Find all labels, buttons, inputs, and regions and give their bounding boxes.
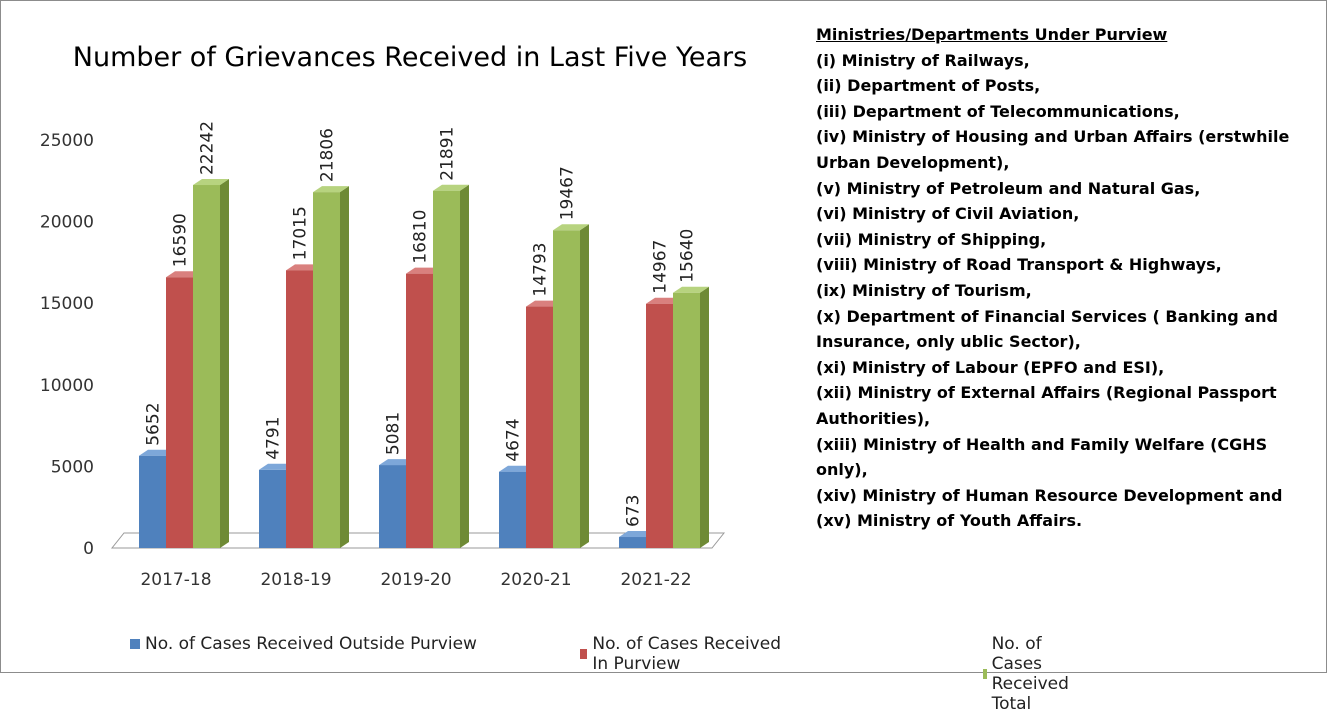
- bar: [406, 273, 433, 548]
- legend-item-total: No. of Cases Received Total: [983, 634, 1075, 714]
- bar-side: [580, 224, 589, 548]
- ministry-line: (ii) Department of Posts,: [816, 76, 1041, 96]
- data-label: 673: [624, 495, 644, 527]
- legend-item-in-purview: No. of Cases Received In Purview: [580, 634, 800, 674]
- data-label: 17015: [291, 206, 311, 260]
- ministry-line: (xiv) Ministry of Human Resource Develop…: [816, 485, 1283, 505]
- ministry-line: (ix) Ministry of Tourism,: [816, 280, 1032, 300]
- x-tick-label: 2017-18: [140, 570, 211, 590]
- ministry-line: (i) Ministry of Railways,: [816, 50, 1030, 70]
- bar: [286, 270, 313, 548]
- bar: [553, 230, 580, 548]
- ministry-line: (x) Department of Financial Services ( B…: [816, 306, 1278, 352]
- bar-top: [313, 186, 349, 193]
- y-tick-label: 5000: [51, 457, 94, 477]
- bar-side: [460, 184, 469, 548]
- bar: [433, 190, 460, 548]
- bar-top: [553, 224, 589, 231]
- y-tick-label: 25000: [40, 131, 94, 151]
- bar-top: [433, 184, 469, 191]
- legend-swatch-in-purview: [580, 649, 588, 659]
- bar: [166, 277, 193, 548]
- bar-side: [340, 186, 349, 548]
- ministry-line: (xv) Ministry of Youth Affairs.: [816, 511, 1083, 531]
- data-label: 16590: [171, 213, 191, 267]
- bar: [313, 192, 340, 548]
- data-label: 14793: [531, 242, 551, 296]
- ministry-line: (vi) Ministry of Civil Aviation,: [816, 204, 1080, 224]
- bar-chart: 0 5000 10000 15000 20000 25000 2017-18 2018-19 2…: [40, 121, 726, 590]
- legend-label-total: No. of Cases Received Total: [991, 634, 1069, 714]
- ministry-line: (iii) Department of Telecommunications,: [816, 101, 1180, 121]
- data-label: 4791: [264, 417, 284, 460]
- data-label: 19467: [558, 166, 578, 220]
- y-tick-label: 15000: [40, 294, 94, 314]
- ministry-line: (v) Ministry of Petroleum and Natural Ga…: [816, 178, 1201, 198]
- ministry-line: (vii) Ministry of Shipping,: [816, 229, 1047, 249]
- bar: [526, 306, 553, 548]
- chart-legend: No. of Cases Received Outside Purview No…: [0, 634, 1069, 714]
- y-tick-label: 10000: [40, 376, 94, 396]
- ministry-line: (viii) Ministry of Road Transport & High…: [816, 255, 1222, 275]
- bar: [259, 469, 286, 548]
- bar: [379, 465, 406, 548]
- bar-top: [193, 179, 229, 186]
- data-label: 5652: [144, 402, 164, 445]
- legend-swatch-outside: [130, 639, 140, 649]
- data-label: 15640: [678, 229, 698, 283]
- legend-label-in-purview: No. of Cases Received In Purview: [592, 634, 781, 674]
- bar-side: [700, 286, 709, 548]
- bar: [193, 185, 220, 548]
- x-tick-label: 2020-21: [500, 570, 571, 590]
- x-tick-label: 2021-22: [620, 570, 691, 590]
- data-label: 21806: [318, 128, 338, 182]
- bar: [499, 471, 526, 548]
- data-label: 16810: [411, 210, 431, 264]
- y-tick-label: 20000: [40, 213, 94, 233]
- ministries-panel: Ministries/Departments Under Purview (i)…: [816, 22, 1316, 534]
- data-label: 5081: [384, 412, 404, 455]
- x-tick-label: 2018-19: [260, 570, 331, 590]
- ministry-line: (xiii) Ministry of Health and Family Wel…: [816, 434, 1268, 480]
- y-tick-label: 0: [83, 539, 94, 559]
- legend-label-outside: No. of Cases Received Outside Purview: [145, 634, 477, 654]
- bar-top: [673, 286, 709, 293]
- ministries-heading: Ministries/Departments Under Purview: [816, 25, 1168, 44]
- data-label: 21891: [438, 127, 458, 181]
- data-label: 4674: [504, 418, 524, 461]
- ministry-line: (xi) Ministry of Labour (EPFO and ESI),: [816, 357, 1165, 377]
- chart-title: Number of Grievances Received in Last Fi…: [72, 42, 748, 73]
- data-label: 14967: [651, 240, 671, 294]
- ministry-line: (xii) Ministry of External Affairs (Regi…: [816, 383, 1277, 428]
- bar: [139, 455, 166, 548]
- ministry-line: (iv) Ministry of Housing and Urban Affai…: [816, 127, 1290, 172]
- bar: [619, 537, 646, 548]
- x-tick-label: 2019-20: [380, 570, 451, 590]
- legend-item-outside: No. of Cases Received Outside Purview: [130, 634, 477, 654]
- bar: [646, 303, 673, 548]
- bar-side: [220, 179, 229, 548]
- data-label: 22242: [198, 121, 218, 175]
- legend-swatch-total: [983, 669, 987, 679]
- bar: [673, 292, 700, 548]
